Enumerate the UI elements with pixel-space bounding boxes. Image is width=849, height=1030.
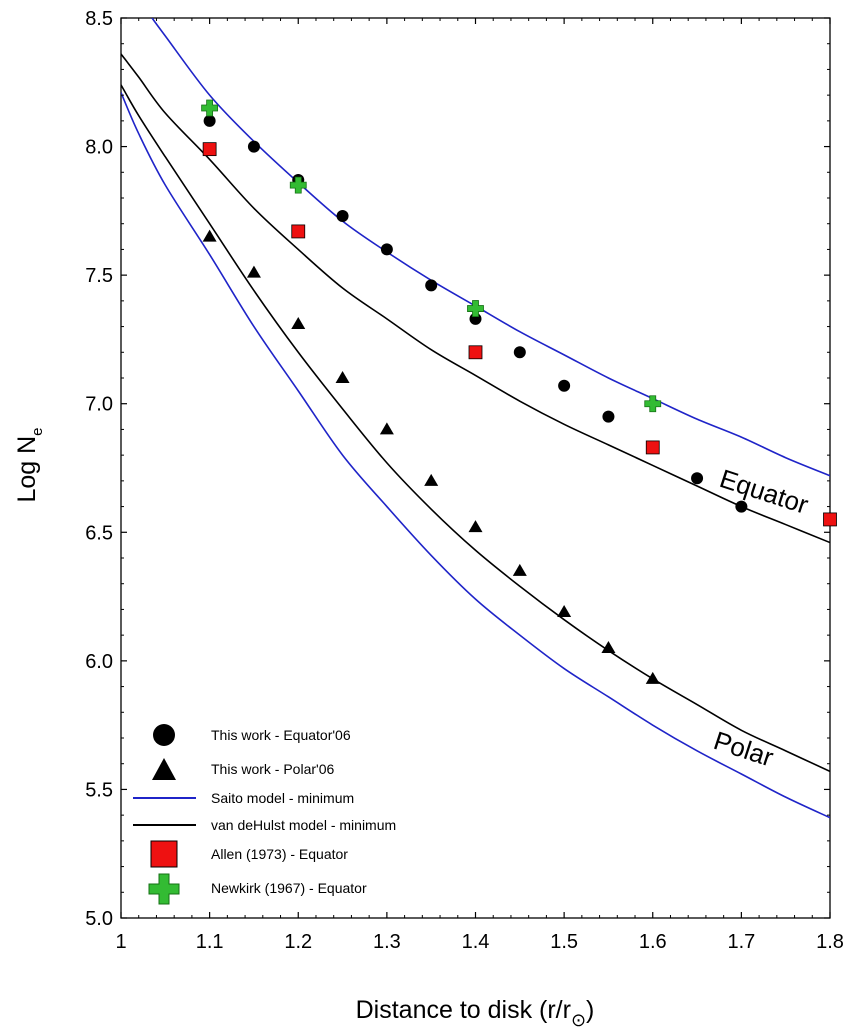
- polar06-point: [645, 671, 660, 684]
- legend-label-equator06: This work - Equator'06: [211, 727, 351, 743]
- x-tick-label: 1.4: [462, 931, 490, 953]
- equator06-point: [380, 243, 393, 256]
- legend-label-saito: Saito model - minimum: [211, 790, 354, 806]
- x-axis-title: Distance to disk (r/r⊙): [356, 996, 595, 1030]
- x-tick-label: 1.8: [816, 931, 844, 953]
- legend-label-newkirk: Newkirk (1967) - Equator: [211, 880, 367, 896]
- polar06-point: [291, 317, 306, 329]
- polar06-point: [202, 229, 217, 242]
- legend-entry-equator06: This work - Equator'06: [153, 724, 351, 746]
- polar06-point: [601, 641, 616, 653]
- equator06-point: [425, 279, 438, 292]
- polar06-point: [246, 265, 261, 278]
- polar06-point: [379, 422, 394, 435]
- x-tick-label: 1.2: [284, 931, 312, 953]
- y-tick-label: 5.0: [85, 908, 113, 930]
- newkirk-point: [289, 176, 307, 194]
- y-tick-label: 6.0: [85, 651, 113, 673]
- legend-entry-saito: Saito model - minimum: [133, 790, 354, 806]
- equator06-point: [691, 472, 704, 485]
- y-tick-label: 8.0: [85, 137, 113, 159]
- equator-annotation: Equator: [716, 463, 812, 520]
- x-tick-label: 1: [115, 931, 126, 953]
- y-axis-title: Log Ne: [13, 427, 46, 502]
- saito-curve-equator: [151, 18, 830, 477]
- newkirk-point: [201, 99, 219, 117]
- allen-point: [291, 224, 306, 239]
- equator06-point: [602, 410, 615, 423]
- y-axis-title-sub: e: [29, 427, 46, 435]
- equator06-point: [203, 114, 216, 127]
- newkirk-point: [467, 300, 484, 317]
- x-tick-label: 1.7: [727, 931, 755, 953]
- legend-label-vandehulst: van deHulst model - minimum: [211, 817, 396, 833]
- newkirk-point: [644, 395, 662, 413]
- legend-label-polar06: This work - Polar'06: [211, 761, 334, 777]
- x-tick-label: 1.1: [196, 931, 224, 953]
- equator06-point: [735, 500, 748, 513]
- allen-point: [468, 345, 483, 360]
- legend-entry-polar06: This work - Polar'06: [152, 758, 334, 780]
- axis-ticks: 1 1.1 1.2 1.3 1.4 1.5 1.6 1.7 1.8 5.0 5.5 6.0 6.5 7.0…: [85, 8, 844, 953]
- vandehulst-curve-polar: [121, 84, 830, 773]
- data-markers: [201, 99, 837, 684]
- legend-entry-newkirk: Newkirk (1967) - Equator: [148, 873, 367, 905]
- legend-triangle-marker: [152, 758, 176, 780]
- y-axis-title-main: Log N: [13, 436, 41, 503]
- polar06-point: [335, 371, 350, 383]
- legend-entry-vandehulst: van deHulst model - minimum: [133, 817, 396, 833]
- equator06-point: [247, 140, 260, 153]
- polar-annotation: Polar: [710, 725, 777, 772]
- equator06-point: [336, 210, 349, 222]
- equator06-point: [513, 346, 526, 359]
- y-tick-label: 8.5: [85, 8, 113, 30]
- polar06-point: [557, 605, 572, 617]
- x-tick-label: 1.5: [550, 931, 578, 953]
- allen-point: [202, 142, 217, 157]
- legend-circle-marker: [153, 724, 175, 746]
- polar06-point: [424, 473, 439, 486]
- legend-label-allen: Allen (1973) - Equator: [211, 846, 348, 862]
- legend: This work - Equator'06 This work - Polar…: [133, 724, 396, 905]
- legend-entry-allen: Allen (1973) - Equator: [150, 840, 348, 868]
- x-tick-label: 1.3: [373, 931, 401, 953]
- x-tick-label: 1.6: [639, 931, 667, 953]
- legend-plus-marker: [148, 873, 180, 905]
- equator06-point: [558, 379, 571, 392]
- allen-point: [823, 512, 837, 527]
- polar06-point: [468, 520, 483, 533]
- polar06-point: [512, 563, 527, 576]
- saito-curve-polar: [121, 92, 830, 819]
- y-tick-label: 6.5: [85, 522, 113, 544]
- y-tick-label: 7.5: [85, 265, 113, 287]
- y-tick-label: 7.0: [85, 394, 113, 416]
- legend-square-marker: [150, 840, 178, 868]
- y-tick-label: 5.5: [85, 779, 113, 801]
- model-curves: [121, 18, 830, 819]
- x-axis-title-sun-symbol: ⊙: [571, 1010, 586, 1030]
- allen-point: [645, 440, 660, 455]
- x-axis-title-main: Distance to disk (r/r: [356, 996, 571, 1024]
- x-axis-title-close: ): [586, 996, 594, 1024]
